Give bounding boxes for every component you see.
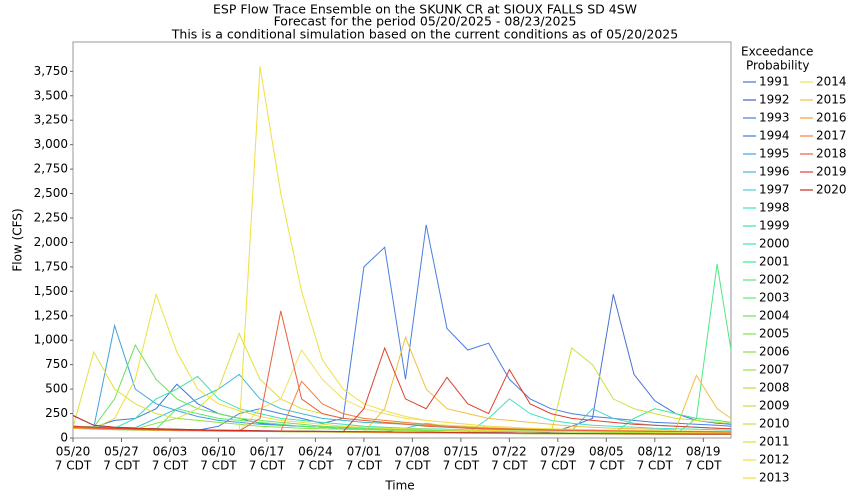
y-tick-label: 250	[45, 406, 68, 420]
legend-label: 1996	[759, 165, 790, 179]
legend-label: 2003	[759, 291, 790, 305]
y-tick-label: 750	[45, 357, 68, 371]
legend-label: 2001	[759, 255, 790, 269]
y-tick-label: 1,500	[34, 284, 68, 298]
chart-note: This is a conditional simulation based o…	[171, 27, 678, 42]
legend-label: 2009	[759, 399, 790, 413]
y-tick-label: 3,250	[34, 113, 68, 127]
legend-label: 2013	[759, 471, 790, 485]
x-tick-label: 05/27	[104, 445, 139, 459]
series-line	[72, 417, 732, 434]
legend-label: 1995	[759, 147, 790, 161]
x-tick-label: 7 CDT	[685, 459, 722, 473]
x-tick-label: 05/20	[56, 445, 91, 459]
x-tick-label: 07/01	[347, 445, 382, 459]
y-tick-label: 500	[45, 382, 68, 396]
x-tick-label: 07/22	[492, 445, 527, 459]
y-tick-label: 1,250	[34, 308, 68, 322]
series-line	[72, 224, 732, 431]
x-tick-label: 06/24	[298, 445, 333, 459]
legend-label: 2007	[759, 363, 790, 377]
x-tick-label: 08/05	[589, 445, 624, 459]
legend-label: 2005	[759, 327, 790, 341]
legend-label: 2016	[816, 111, 847, 125]
y-tick-label: 3,500	[34, 88, 68, 102]
legend-label: 2011	[759, 435, 790, 449]
legend-label: 1991	[759, 75, 790, 89]
x-tick-label: 06/10	[201, 445, 236, 459]
x-tick-label: 7 CDT	[152, 459, 189, 473]
legend-label: 2000	[759, 237, 790, 251]
y-tick-label: 1,000	[34, 333, 68, 347]
x-tick-label: 7 CDT	[297, 459, 334, 473]
legend-label: 2015	[816, 93, 847, 107]
x-tick-label: 07/29	[541, 445, 576, 459]
chart-title: ESP Flow Trace Ensemble on the SKUNK CR …	[213, 2, 637, 17]
series-line	[72, 292, 732, 434]
legend-label: 2006	[759, 345, 790, 359]
legend-label: 2010	[759, 417, 790, 431]
series-line	[72, 415, 731, 435]
legend-label: 2012	[759, 453, 790, 467]
legend-label: 2019	[816, 165, 847, 179]
x-tick-label: 08/12	[638, 445, 673, 459]
x-axis-label: Time	[384, 479, 414, 493]
legend-label: 2008	[759, 381, 790, 395]
x-tick-label: 7 CDT	[346, 459, 383, 473]
x-tick-label: 7 CDT	[540, 459, 577, 473]
y-axis-label: Flow (CFS)	[11, 208, 25, 271]
x-tick-label: 07/08	[395, 445, 430, 459]
legend-label: 2002	[759, 273, 790, 287]
series-line	[72, 294, 732, 434]
legend-label: 1999	[759, 219, 790, 233]
x-tick-label: 7 CDT	[637, 459, 674, 473]
x-tick-label: 7 CDT	[394, 459, 431, 473]
legend-title: Probability	[746, 59, 809, 73]
chart-subtitle: Forecast for the period 05/20/2025 - 08/…	[274, 14, 577, 29]
plot-frame	[72, 41, 732, 439]
x-tick-label: 7 CDT	[443, 459, 480, 473]
x-tick-label: 7 CDT	[491, 459, 528, 473]
x-tick-label: 06/17	[250, 445, 285, 459]
series-line	[72, 66, 732, 432]
legend-label: 2020	[816, 183, 847, 197]
legend-label: 2004	[759, 309, 790, 323]
legend-label: 1997	[759, 183, 790, 197]
legend-title: Exceedance	[741, 45, 813, 59]
x-tick-label: 06/03	[153, 445, 188, 459]
y-tick-label: 0	[60, 431, 68, 445]
y-tick-label: 3,000	[34, 137, 68, 151]
x-tick-label: 07/15	[444, 445, 479, 459]
y-tick-label: 2,750	[34, 162, 68, 176]
x-tick-label: 7 CDT	[249, 459, 286, 473]
legend-label: 2014	[816, 75, 847, 89]
y-tick-label: 3,750	[34, 64, 68, 78]
y-tick-label: 2,250	[34, 211, 68, 225]
x-tick-label: 7 CDT	[588, 459, 625, 473]
x-tick-label: 7 CDT	[103, 459, 140, 473]
legend-label: 1992	[759, 93, 790, 107]
legend-label: 2018	[816, 147, 847, 161]
y-tick-label: 2,000	[34, 235, 68, 249]
legend-label: 1998	[759, 201, 790, 215]
legend-label: 1994	[759, 129, 790, 143]
legend-label: 1993	[759, 111, 790, 125]
legend-label: 2017	[816, 129, 847, 143]
x-tick-label: 7 CDT	[200, 459, 237, 473]
y-tick-label: 1,750	[34, 259, 68, 273]
x-tick-label: 08/19	[686, 445, 721, 459]
y-tick-label: 2,500	[34, 186, 68, 200]
x-tick-label: 7 CDT	[55, 459, 92, 473]
